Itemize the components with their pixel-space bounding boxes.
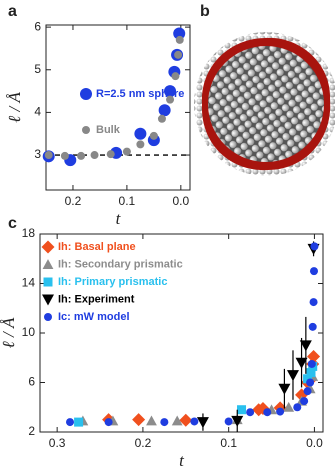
data-point [60, 151, 69, 160]
y-tick-label: 4 [34, 105, 41, 119]
data-point [104, 418, 113, 427]
data-point [309, 298, 318, 307]
data-point [136, 140, 145, 149]
legend-label: Ih: Basal plane [58, 241, 136, 253]
panel-label: a [8, 3, 17, 20]
legend-marker [43, 277, 53, 287]
data-point [90, 151, 99, 160]
legend-marker [80, 88, 92, 100]
data-point [283, 401, 295, 412]
data-point [237, 405, 247, 415]
panel-label: b [200, 3, 210, 20]
legend-label: Ih: Primary prismatic [58, 276, 167, 288]
legend-marker [82, 126, 90, 134]
data-point [307, 350, 321, 364]
data-point [246, 408, 255, 417]
data-point [132, 413, 146, 427]
y-axis-label: ℓ / Å [5, 92, 24, 123]
data-point [278, 383, 291, 395]
x-axis-label: t [116, 209, 122, 228]
data-point [171, 415, 183, 426]
data-point [74, 417, 84, 427]
data-point [173, 27, 186, 40]
data-point [303, 387, 312, 396]
legend-label: Ih: Experiment [58, 293, 135, 305]
y-tick-label: 6 [34, 19, 41, 33]
legend-marker [41, 240, 55, 254]
data-point [307, 359, 316, 368]
data-point [306, 378, 315, 387]
data-point [174, 50, 183, 59]
data-point [160, 418, 169, 427]
data-point [300, 397, 309, 406]
y-tick-label: 3 [34, 147, 41, 161]
legend-marker [44, 313, 52, 321]
data-point [190, 417, 199, 426]
data-point [122, 147, 131, 156]
data-point [146, 415, 157, 426]
legend-label: R=2.5 nm sphere [96, 88, 184, 100]
data-point [309, 267, 318, 276]
data-point [66, 418, 75, 427]
data-point [286, 370, 299, 382]
legend-label: Ic: mW model [58, 311, 130, 323]
data-point [77, 151, 86, 160]
data-point [149, 131, 158, 140]
legend-marker [42, 294, 54, 306]
plot-frame [45, 24, 191, 191]
data-point [166, 95, 175, 104]
x-tick-label: 0.1 [220, 436, 237, 450]
legend-label: Bulk [96, 124, 121, 136]
data-point [157, 114, 166, 123]
data-point [196, 417, 209, 429]
x-tick-label: 0.1 [119, 194, 136, 208]
y-tick-label: 6 [28, 375, 35, 389]
data-point [134, 127, 147, 140]
data-point [308, 322, 317, 331]
y-tick-label: 5 [34, 62, 41, 76]
data-point [164, 85, 177, 98]
legend-label: Ih: Secondary prismatic [58, 258, 183, 270]
data-point [224, 417, 233, 426]
y-tick-label: 18 [22, 226, 36, 240]
data-point [293, 403, 302, 412]
data-point [299, 340, 312, 352]
data-point [158, 104, 171, 117]
x-tick-label: 0.3 [49, 436, 66, 450]
x-tick-label: 0.0 [306, 436, 323, 450]
x-tick-label: 0.2 [135, 436, 152, 450]
y-tick-label: 2 [28, 424, 35, 438]
data-point [231, 415, 244, 427]
data-point [295, 357, 308, 369]
crystal-core [208, 46, 324, 162]
data-point [179, 413, 193, 427]
data-point [310, 242, 319, 251]
data-point [306, 368, 316, 378]
data-point [44, 151, 53, 160]
x-tick-label: 0.2 [65, 194, 82, 208]
y-tick-label: 10 [22, 325, 36, 339]
x-tick-label: 0.0 [172, 194, 189, 208]
data-point [175, 35, 184, 44]
nanoparticle-render [194, 32, 335, 176]
data-point [303, 374, 313, 384]
data-point [106, 150, 115, 159]
data-point [276, 407, 285, 416]
data-point [263, 408, 272, 417]
y-axis-label: ℓ / Å [0, 317, 18, 348]
y-tick-label: 14 [22, 276, 36, 290]
data-point [171, 72, 180, 81]
legend-marker [42, 259, 54, 269]
x-axis-label: t [179, 451, 185, 470]
panel-label: c [8, 215, 17, 232]
